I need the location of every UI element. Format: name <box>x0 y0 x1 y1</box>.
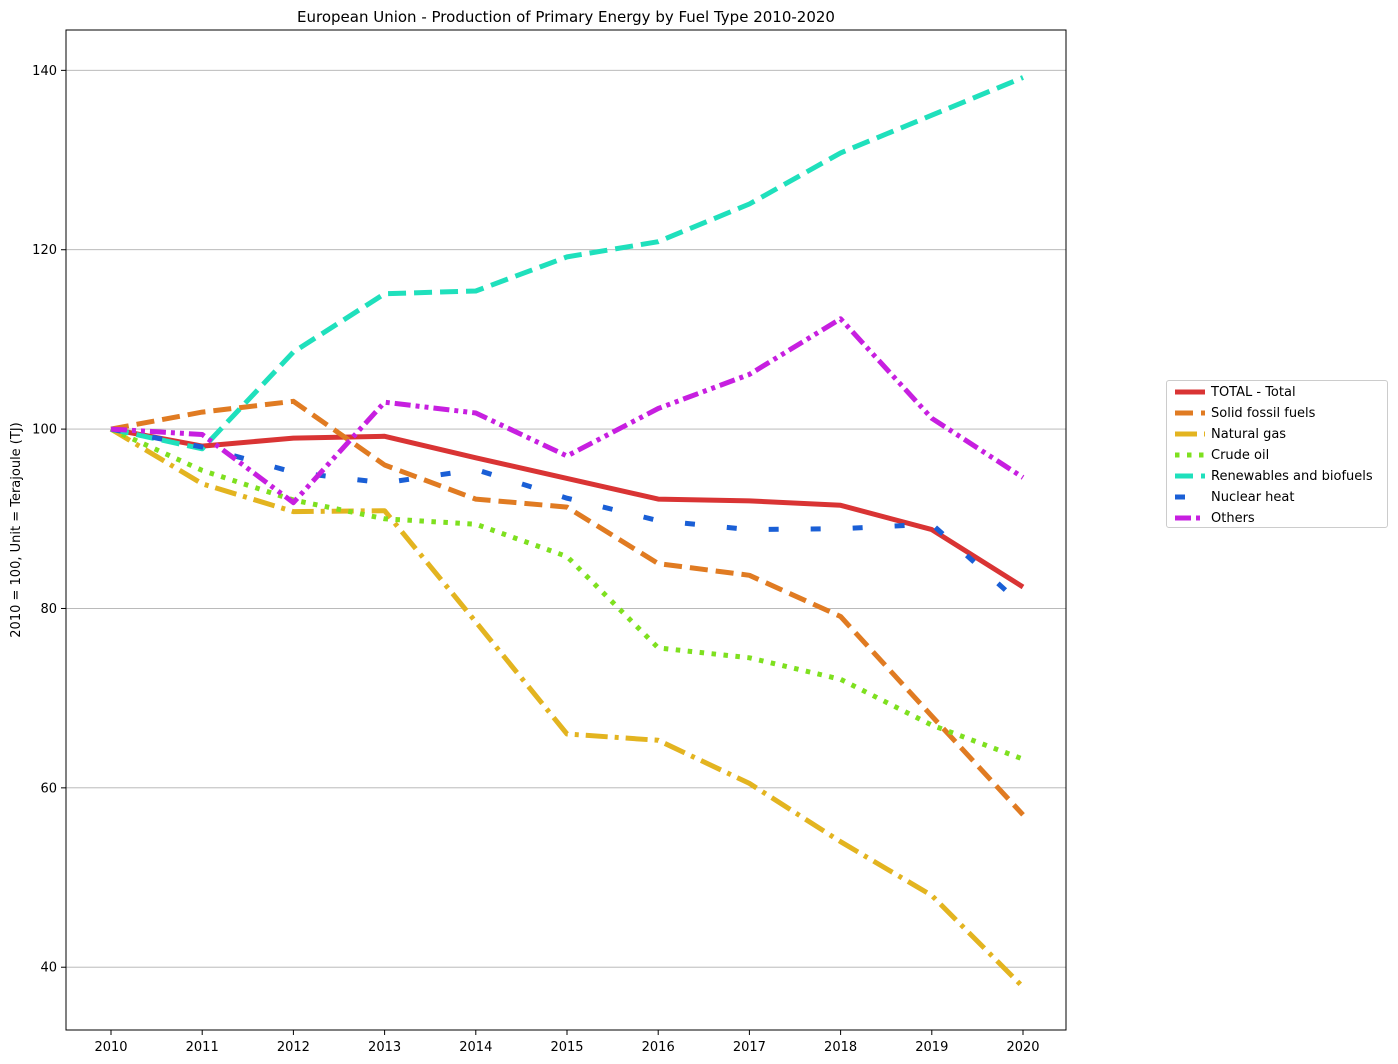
legend-item: Renewables and biofuels <box>1167 467 1387 487</box>
y-tick-label: 80 <box>40 602 57 617</box>
series-line-5 <box>110 426 1025 608</box>
x-tick-label: 2017 <box>733 1040 766 1055</box>
legend-label: Others <box>1211 511 1255 526</box>
series-line-1 <box>110 398 1025 817</box>
legend-label: Natural gas <box>1211 427 1287 442</box>
x-tick-label: 2012 <box>277 1040 310 1055</box>
legend-label: TOTAL - Total <box>1211 385 1296 400</box>
series-lines <box>109 75 1025 989</box>
y-tick-label: 120 <box>32 243 57 258</box>
x-tick-label: 2010 <box>94 1040 127 1055</box>
legend-label: Nuclear heat <box>1211 490 1295 505</box>
x-tick-label: 2016 <box>642 1040 675 1055</box>
x-tick-label: 2014 <box>459 1040 492 1055</box>
legend-item: TOTAL - Total <box>1167 383 1387 403</box>
legend-item: Crude oil <box>1167 446 1387 466</box>
grid-lines <box>66 69 1066 968</box>
x-tick-label: 2020 <box>1006 1040 1039 1055</box>
legend-label: Crude oil <box>1211 448 1270 463</box>
plot-area-frame <box>65 29 1067 1031</box>
legend-item: Others <box>1167 509 1387 529</box>
legend-item: Nuclear heat <box>1167 488 1387 508</box>
x-tick-label: 2019 <box>915 1040 948 1055</box>
series-line-0 <box>110 426 1025 590</box>
legend: TOTAL - Total Solid fossil fuels Natural g… <box>1166 380 1388 528</box>
y-axis-label: 2010 = 100, Unit = Terajoule (TJ) <box>9 422 24 637</box>
x-tick-label: 2015 <box>550 1040 583 1055</box>
series-line-2 <box>109 426 1025 989</box>
series-line-4 <box>110 75 1024 452</box>
y-tick-label: 40 <box>40 961 57 976</box>
y-tick-label: 140 <box>32 64 57 79</box>
x-tick-label: 2011 <box>186 1040 219 1055</box>
chart-title: European Union - Production of Primary E… <box>297 8 835 26</box>
series-line-6 <box>110 316 1025 506</box>
x-tick-label: 2018 <box>824 1040 857 1055</box>
x-tick-label: 2013 <box>368 1040 401 1055</box>
y-tick-label: 100 <box>32 423 57 438</box>
y-tick-label: 60 <box>40 781 57 796</box>
axes: 40 60 80 100 120 140 2010 2011 2012 2013 2014 2015 2… <box>32 64 1039 1055</box>
legend-item: Natural gas <box>1167 425 1387 445</box>
legend-label: Solid fossil fuels <box>1211 406 1316 421</box>
legend-item: Solid fossil fuels <box>1167 404 1387 424</box>
legend-label: Renewables and biofuels <box>1211 469 1373 484</box>
